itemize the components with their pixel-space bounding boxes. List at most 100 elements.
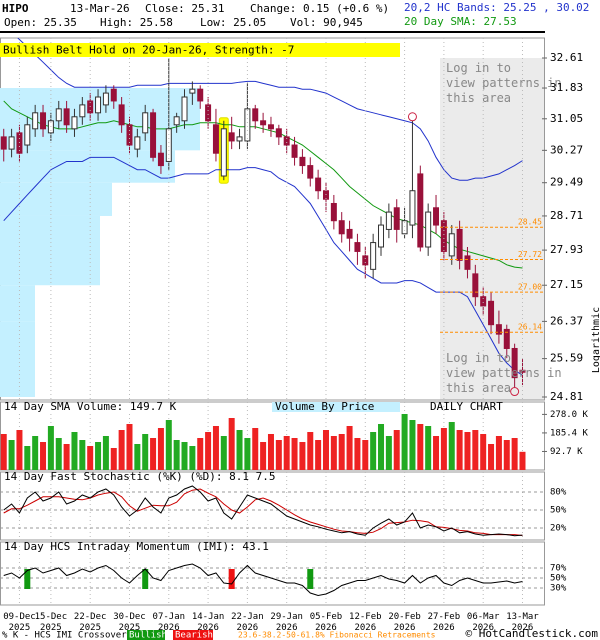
- copyright: © HotCandlestick.com: [466, 627, 599, 640]
- panel-border: [0, 471, 545, 541]
- volume-bar: [150, 438, 157, 470]
- candle-body: [165, 128, 172, 162]
- volume-bar: [511, 438, 518, 470]
- high: High: 25.58: [100, 16, 173, 29]
- y-tick-label: 50%: [550, 506, 567, 516]
- y-tick-label: 70%: [550, 564, 567, 574]
- imi-title: 14 Day HCS Intraday Momentum (IMI): 43.1: [4, 540, 269, 553]
- volume-bar: [63, 444, 70, 470]
- open: Open: 25.35: [4, 16, 77, 29]
- y-tick-label: 30.27: [550, 143, 583, 156]
- volume-by-price-bar: [0, 321, 35, 397]
- volume-bar: [228, 418, 235, 470]
- candle-body: [71, 116, 78, 130]
- y-tick-label: 27.93: [550, 243, 583, 256]
- candle-body: [189, 88, 196, 94]
- y-tick-label: 50%: [550, 574, 567, 584]
- volume-bar: [346, 426, 353, 470]
- symbol: HIPO: [2, 2, 29, 15]
- candle-body: [440, 220, 447, 252]
- title-bg: [1, 403, 171, 413]
- volume-bar: [87, 446, 94, 470]
- candle-body: [495, 324, 502, 335]
- volume-bar: [260, 442, 267, 470]
- volume-bar: [315, 440, 322, 470]
- y-tick-label: 27.15: [550, 278, 583, 291]
- volume-bar: [488, 444, 495, 470]
- candle-body: [275, 128, 282, 138]
- candle-body: [220, 128, 227, 177]
- volume-bar: [378, 424, 385, 470]
- volume-bar: [134, 444, 141, 470]
- pattern-area: [440, 58, 545, 400]
- volume-bar: [330, 436, 337, 470]
- candle-body: [401, 220, 408, 235]
- candle-body: [307, 165, 314, 179]
- x-tick-label: 20-Feb 2026: [388, 612, 421, 633]
- volume-bar: [440, 428, 447, 470]
- volume-bar: [32, 436, 39, 470]
- volume-bar: [16, 430, 23, 470]
- volume-bar: [456, 430, 463, 470]
- annotation-box: [0, 43, 400, 57]
- volume-bar: [0, 434, 7, 470]
- candle-body: [244, 108, 251, 142]
- volume-bar: [495, 436, 502, 470]
- main-plot: [0, 38, 526, 397]
- candle-body: [236, 136, 243, 142]
- candle-body: [315, 177, 322, 192]
- volume-bar: [173, 440, 180, 470]
- close: Close: 25.31: [145, 2, 224, 15]
- bands-info: 20,2 HC Bands: 25.25 , 30.02: [404, 1, 589, 14]
- volume-bar: [157, 428, 164, 470]
- candle-body: [433, 207, 440, 226]
- x-tick-label: 22-Dec 2025: [74, 612, 107, 633]
- volume-bar: [472, 430, 479, 470]
- volume-bar: [417, 424, 424, 470]
- candle-body: [393, 207, 400, 230]
- volume-by-price-bar: [0, 215, 100, 286]
- volume-bar: [322, 430, 329, 470]
- y-tick-label: 25.59: [550, 352, 583, 365]
- candle-body: [55, 108, 62, 122]
- lower-band: [3, 156, 523, 376]
- fib-label: 28.45: [518, 218, 542, 227]
- annotation: Bullish Belt Hold on 20-Jan-26, Strength…: [3, 44, 294, 57]
- fibonacci-label: 23.6-38.2-50-61.8% Fibonacci Retracement…: [238, 631, 436, 640]
- volume-bar: [126, 424, 133, 470]
- pattern-notice: Log in to view patterns in this area: [446, 351, 562, 395]
- volume-bar: [244, 438, 251, 470]
- volume-bar: [448, 422, 455, 470]
- y-tick-label: 80%: [550, 488, 567, 498]
- candle-body: [362, 255, 369, 266]
- candle-body: [488, 300, 495, 326]
- y-tick-label: 26.37: [550, 314, 583, 327]
- candle-body: [425, 211, 432, 248]
- volume-bar: [95, 442, 102, 470]
- candle-body: [0, 136, 7, 150]
- vbp-label: Volume By Price: [275, 400, 374, 413]
- candle-body: [346, 228, 353, 239]
- volume-bar: [236, 430, 243, 470]
- candle-body: [63, 108, 70, 126]
- stochastic-title: 14 Day Fast Stochastic (%K) (%D): 8.1 7.…: [4, 470, 276, 483]
- volume-bar: [503, 440, 510, 470]
- candle-body: [378, 224, 385, 248]
- volume-bar: [40, 442, 47, 470]
- volume-bar: [409, 420, 416, 470]
- candle-body: [110, 88, 117, 102]
- y-axis-label: Logarithmic: [591, 307, 600, 373]
- volume-bar: [220, 436, 227, 470]
- volume-bar: [275, 440, 282, 470]
- volume-bar: [8, 440, 15, 470]
- candle-body: [40, 112, 47, 130]
- volume-bar: [370, 432, 377, 470]
- panel-border: [0, 541, 545, 606]
- candle-body: [291, 144, 298, 158]
- volume-bar: [55, 438, 62, 470]
- candle-body: [173, 116, 180, 126]
- bullish-key: [127, 630, 165, 640]
- candle-body: [134, 136, 141, 150]
- y-tick-label: 24.81: [550, 390, 583, 403]
- volume-bar: [433, 436, 440, 470]
